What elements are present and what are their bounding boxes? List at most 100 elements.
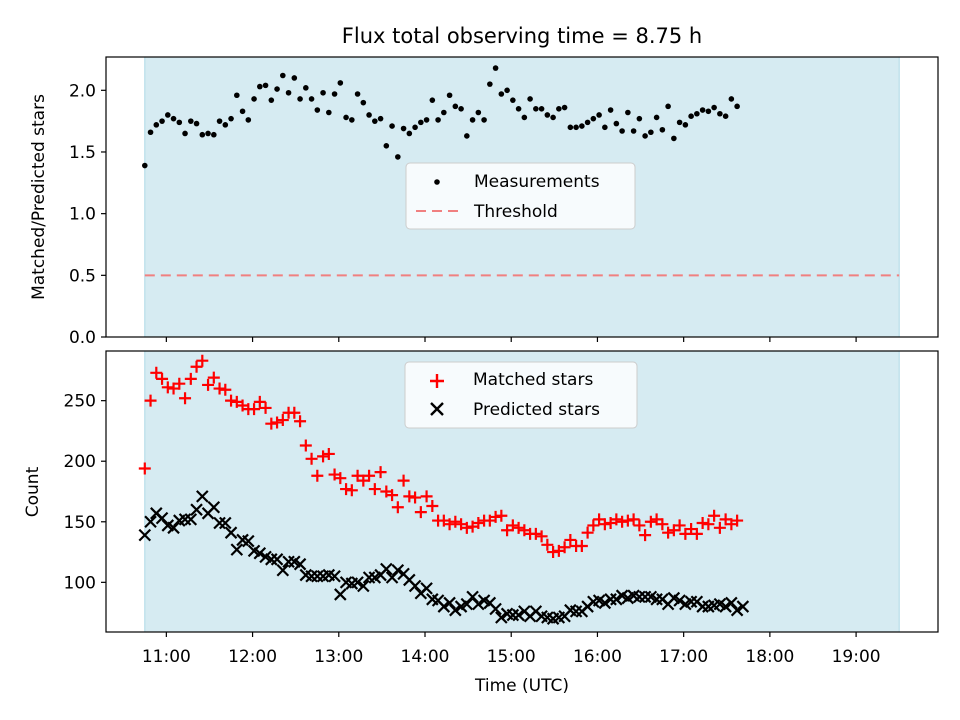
matched-star-point (598, 518, 611, 531)
bottom-x-tick-label: 17:00 (659, 647, 708, 667)
matched-star-point (219, 383, 232, 396)
matched-star-point (616, 515, 629, 528)
measurement-point (245, 117, 252, 123)
measurement-point (314, 107, 321, 113)
predicted-star-point (293, 557, 307, 571)
bottom-x-tick-label: 14:00 (401, 647, 450, 667)
bottom-x-tick-label: 18:00 (745, 647, 794, 667)
measurement-point (326, 109, 332, 116)
top-legend-box (405, 162, 636, 230)
matched-star-point (397, 474, 410, 487)
measurement-point (458, 106, 464, 112)
bottom-x-tick-label: 11:00 (142, 647, 191, 667)
predicted-star-point (270, 553, 284, 566)
bottom-axes-frame (105, 350, 939, 633)
measurement-point (567, 124, 574, 131)
matched-star-point (426, 500, 439, 513)
measurement-point (475, 109, 482, 116)
predicted-star-point (506, 608, 520, 622)
matched-star-point (506, 519, 519, 532)
predicted-star-point (650, 593, 663, 606)
measurement-point (234, 92, 240, 99)
bottom-x-tick-label: 15:00 (487, 647, 536, 667)
predicted-star-point (489, 602, 502, 616)
predicted-star-point (230, 543, 244, 556)
matched-star-point (311, 469, 324, 482)
bottom-y-axis: 100 150 200 250 (64, 392, 106, 593)
matched-star-point (633, 519, 646, 532)
top-y-tick-label: 0.0 (69, 328, 96, 348)
predicted-star-point (512, 608, 525, 622)
top-panel: 0.00.51.01.52.0 Matched/Predicted stars … (29, 56, 939, 348)
predicted-star-point (334, 588, 347, 601)
matched-star-point (271, 416, 284, 429)
matched-star-point (610, 513, 623, 526)
measurement-point (619, 128, 625, 134)
matched-star-point (547, 546, 560, 559)
matched-star-point (443, 518, 456, 531)
predicted-star-point (276, 563, 290, 577)
measurement-point (699, 107, 706, 113)
measurement-point (165, 112, 171, 118)
measurement-point (694, 110, 700, 117)
matched-star-point (639, 529, 652, 542)
top-y-axis: 0.0 0.5 1.0 1.5 2.0 (69, 81, 106, 348)
predicted-star-point (472, 597, 485, 611)
matched-star-point (265, 417, 278, 430)
predicted-star-point (265, 553, 278, 566)
matched-star-point (363, 469, 376, 482)
matched-star-point (627, 513, 640, 526)
measurement-point (182, 130, 188, 137)
matched-star-point (138, 462, 151, 475)
predicted-star-point (495, 611, 508, 624)
matched-star-point (673, 519, 686, 532)
predicted-star-point (449, 603, 462, 617)
matched-star-point (184, 372, 197, 385)
measurement-point (423, 117, 430, 123)
measurement-point (734, 103, 740, 110)
matched-star-point (202, 378, 215, 391)
measurement-point (510, 97, 516, 103)
predicted-star-point (598, 596, 612, 610)
predicted-star-point (362, 571, 376, 584)
matched-star-point (374, 466, 387, 479)
measurement-point (239, 108, 246, 115)
matched-star-point (575, 540, 588, 553)
matched-star-point (144, 394, 157, 407)
measurement-point (481, 117, 487, 123)
predicted-star-point (213, 516, 226, 530)
predicted-stars-series (138, 490, 750, 625)
measurement-point (354, 91, 361, 97)
measurement-point (251, 96, 257, 102)
legend-predicted-stars: Predicted stars (473, 400, 600, 420)
matched-star-point (368, 483, 381, 496)
measurement-point (665, 103, 671, 110)
predicted-star-point (437, 600, 451, 613)
predicted-star-point (633, 590, 646, 604)
legend-matched-stars: Matched stars (473, 370, 593, 390)
predicted-star-point (138, 528, 152, 542)
bottom-x-axis: 11:00 12:00 13:00 14:00 15:00 16:00 17:00 18:00… (142, 632, 881, 667)
predicted-star-point (242, 534, 255, 548)
matched-star-point (196, 354, 209, 367)
measurement-point (550, 114, 556, 121)
measurement-point (538, 106, 545, 112)
bottom-panel: 100 150 200 250 11:00 12:00 13:00 14:00 15:00 16… (23, 350, 939, 696)
top-y-tick-label: 1.0 (69, 205, 96, 225)
predicted-star-point (696, 600, 709, 613)
measurement-point (636, 115, 643, 122)
measurement-point (274, 86, 280, 92)
measurement-point (671, 135, 677, 142)
measurement-point (682, 122, 689, 128)
legend-measurements: Measurements (474, 172, 600, 192)
measurement-point (521, 114, 528, 121)
measurement-point (602, 124, 608, 131)
bottom-x-tick-label: 12:00 (228, 647, 277, 667)
predicted-star-point (719, 600, 732, 613)
measurement-point (579, 123, 585, 129)
matched-star-point (161, 381, 174, 394)
measurement-point (527, 96, 533, 102)
predicted-star-point (420, 582, 433, 595)
top-x-ticks (165, 337, 857, 342)
predicted-star-point (207, 500, 221, 514)
